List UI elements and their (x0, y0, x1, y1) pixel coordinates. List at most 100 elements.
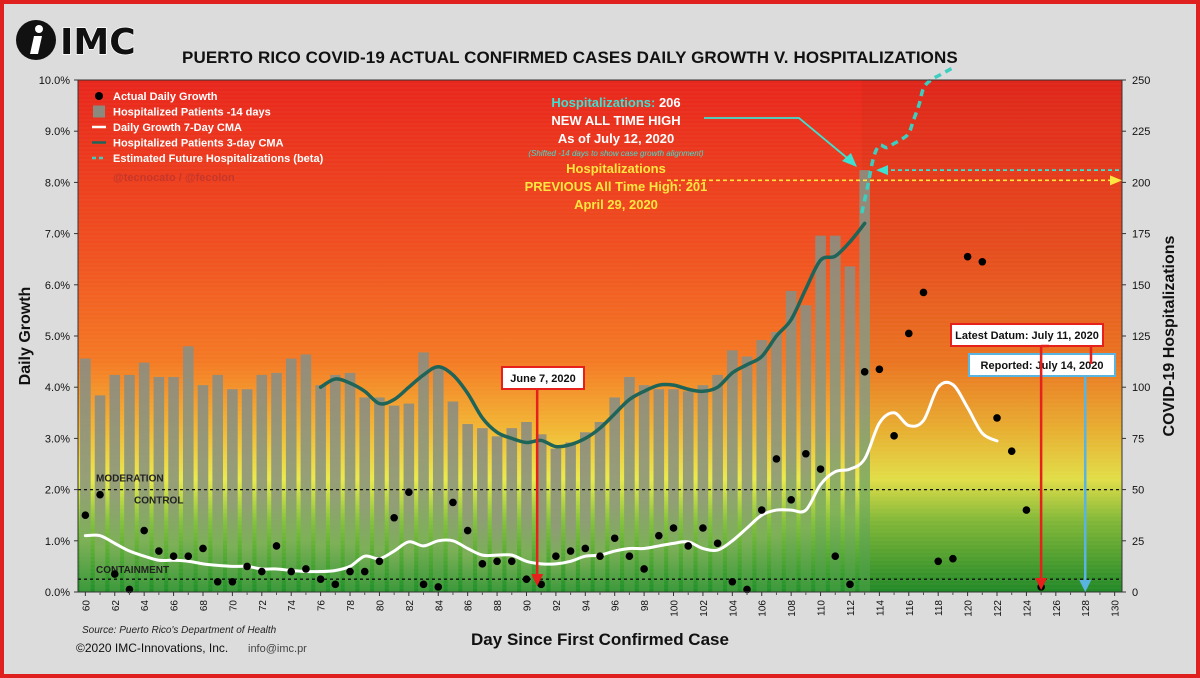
daily-growth-dot (610, 534, 619, 543)
x-tick-label: 62 (111, 600, 122, 612)
x-tick-label: 124 (1022, 600, 1033, 617)
hospitalized-bar (829, 235, 841, 592)
x-tick-label: 76 (317, 600, 328, 612)
hospitalized-bar (315, 385, 326, 592)
daily-growth-dot (904, 329, 913, 338)
hospitalized-bar (697, 385, 709, 592)
x-tick-label: 74 (287, 600, 298, 612)
daily-growth-dot (772, 455, 781, 463)
hospitalized-bar (462, 424, 473, 592)
daily-growth-dot (522, 575, 531, 583)
daily-growth-dot (390, 513, 398, 522)
daily-growth-dot (816, 465, 825, 473)
daily-growth-7day-cma-line (83, 380, 999, 574)
x-tick-label: 112 (846, 600, 857, 616)
daily-growth-dot (96, 490, 104, 499)
x-tick-label: 110 (817, 600, 828, 616)
hospitalized-bar (506, 428, 518, 592)
hospitalized-bar (741, 356, 753, 592)
x-tick-label: 98 (640, 600, 651, 612)
x-tick-label: 102 (699, 600, 710, 617)
daily-growth-dot (919, 288, 928, 297)
hospitalized-bar (535, 434, 547, 592)
legend-label: Daily Growth 7-Day CMA (113, 122, 242, 134)
june7-callout-box (501, 366, 585, 390)
daily-growth-dot (860, 368, 869, 376)
daily-growth-dot (655, 531, 663, 540)
hospitalized-bar (638, 385, 650, 592)
annotation-prev-date: April 29, 2020 (574, 197, 658, 212)
x-tick-label: 86 (464, 600, 475, 612)
daily-growth-dot (449, 498, 457, 507)
daily-growth-dot (155, 547, 163, 555)
y-tick-label: 4.0% (45, 382, 70, 394)
hospitalized-bar (727, 350, 738, 592)
y2-tick-label: 125 (1132, 331, 1150, 343)
y2-tick-label: 50 (1132, 485, 1144, 497)
x-tick-label: 84 (434, 600, 445, 612)
hospitalized-bar (418, 352, 429, 592)
daily-growth-dot (699, 524, 707, 532)
hospitalized-bar (550, 448, 562, 592)
contact-email: info@imc.pr (248, 643, 307, 655)
daily-growth-dot (463, 526, 472, 535)
x-axis-label: Day Since First Confirmed Case (471, 630, 729, 649)
daily-growth-dot (331, 580, 340, 589)
x-tick-label: 80 (375, 600, 386, 612)
daily-growth-dot (405, 488, 413, 496)
x-tick-label: 78 (346, 600, 357, 612)
daily-growth-dot (1007, 447, 1016, 456)
annotation-new-high: NEW ALL TIME HIGH (551, 113, 680, 128)
hospitalized-bar (330, 374, 341, 592)
hospitalized-bar (580, 432, 591, 592)
y-tick-label: 8.0% (45, 177, 70, 189)
hospitalized-bar (153, 376, 165, 592)
daily-growth-dot (625, 552, 634, 560)
hospitalized-bar (653, 389, 665, 592)
x-tick-label: 94 (581, 600, 592, 612)
hospitalized-bar (785, 290, 797, 592)
daily-growth-dot (302, 565, 310, 573)
reported-arrow-head (1079, 580, 1092, 592)
hospitalized-bar (388, 405, 400, 592)
y2-tick-label: 100 (1132, 382, 1150, 394)
x-tick-label: 92 (552, 600, 563, 612)
daily-growth-dot (934, 557, 942, 566)
daily-growth-dot (757, 506, 766, 514)
zone-label-control: CONTROL (134, 496, 183, 507)
daily-growth-dot (596, 552, 604, 560)
hospitalized-bar (285, 358, 297, 592)
x-tick-label: 114 (875, 600, 886, 616)
daily-growth-dot (478, 560, 487, 568)
hospitalized-bar (521, 422, 532, 592)
daily-growth-dot (566, 547, 575, 555)
daily-growth-dot (213, 577, 222, 586)
imc-logo: IMC (16, 20, 136, 64)
hospitalized-bar (124, 374, 135, 592)
copyright-note: ©2020 IMC-Innovations, Inc. (76, 641, 229, 655)
june7-arrow-head (531, 574, 544, 586)
hospitalized-bar (197, 385, 209, 592)
hospitalized-bar (168, 376, 179, 592)
daily-growth-dot (640, 565, 648, 573)
daily-growth-dot (316, 575, 325, 583)
daily-growth-dot (993, 414, 1001, 422)
hospitalized-bar (712, 374, 723, 592)
june7-callout-label: June 7, 2020 (510, 373, 575, 385)
hospitalized-bar (609, 397, 620, 592)
previous-high-arrowhead (1110, 175, 1122, 186)
y-tick-label: 5.0% (45, 331, 70, 343)
daily-growth-dot (287, 567, 296, 576)
x-tick-label: 120 (964, 600, 975, 617)
y2-tick-label: 250 (1132, 75, 1150, 87)
legend-marker-bar (93, 105, 105, 118)
legend-label: Hospitalized Patients 3-day CMA (113, 138, 284, 150)
x-tick-label: 96 (611, 600, 622, 612)
hospitalized-bar (800, 305, 812, 592)
annotation-as-of: As of July 12, 2020 (558, 131, 674, 146)
daily-growth-dot (537, 580, 545, 589)
y2-tick-label: 75 (1132, 433, 1144, 445)
legend-marker-dot (95, 92, 103, 100)
hospitalized-bar (182, 346, 194, 592)
